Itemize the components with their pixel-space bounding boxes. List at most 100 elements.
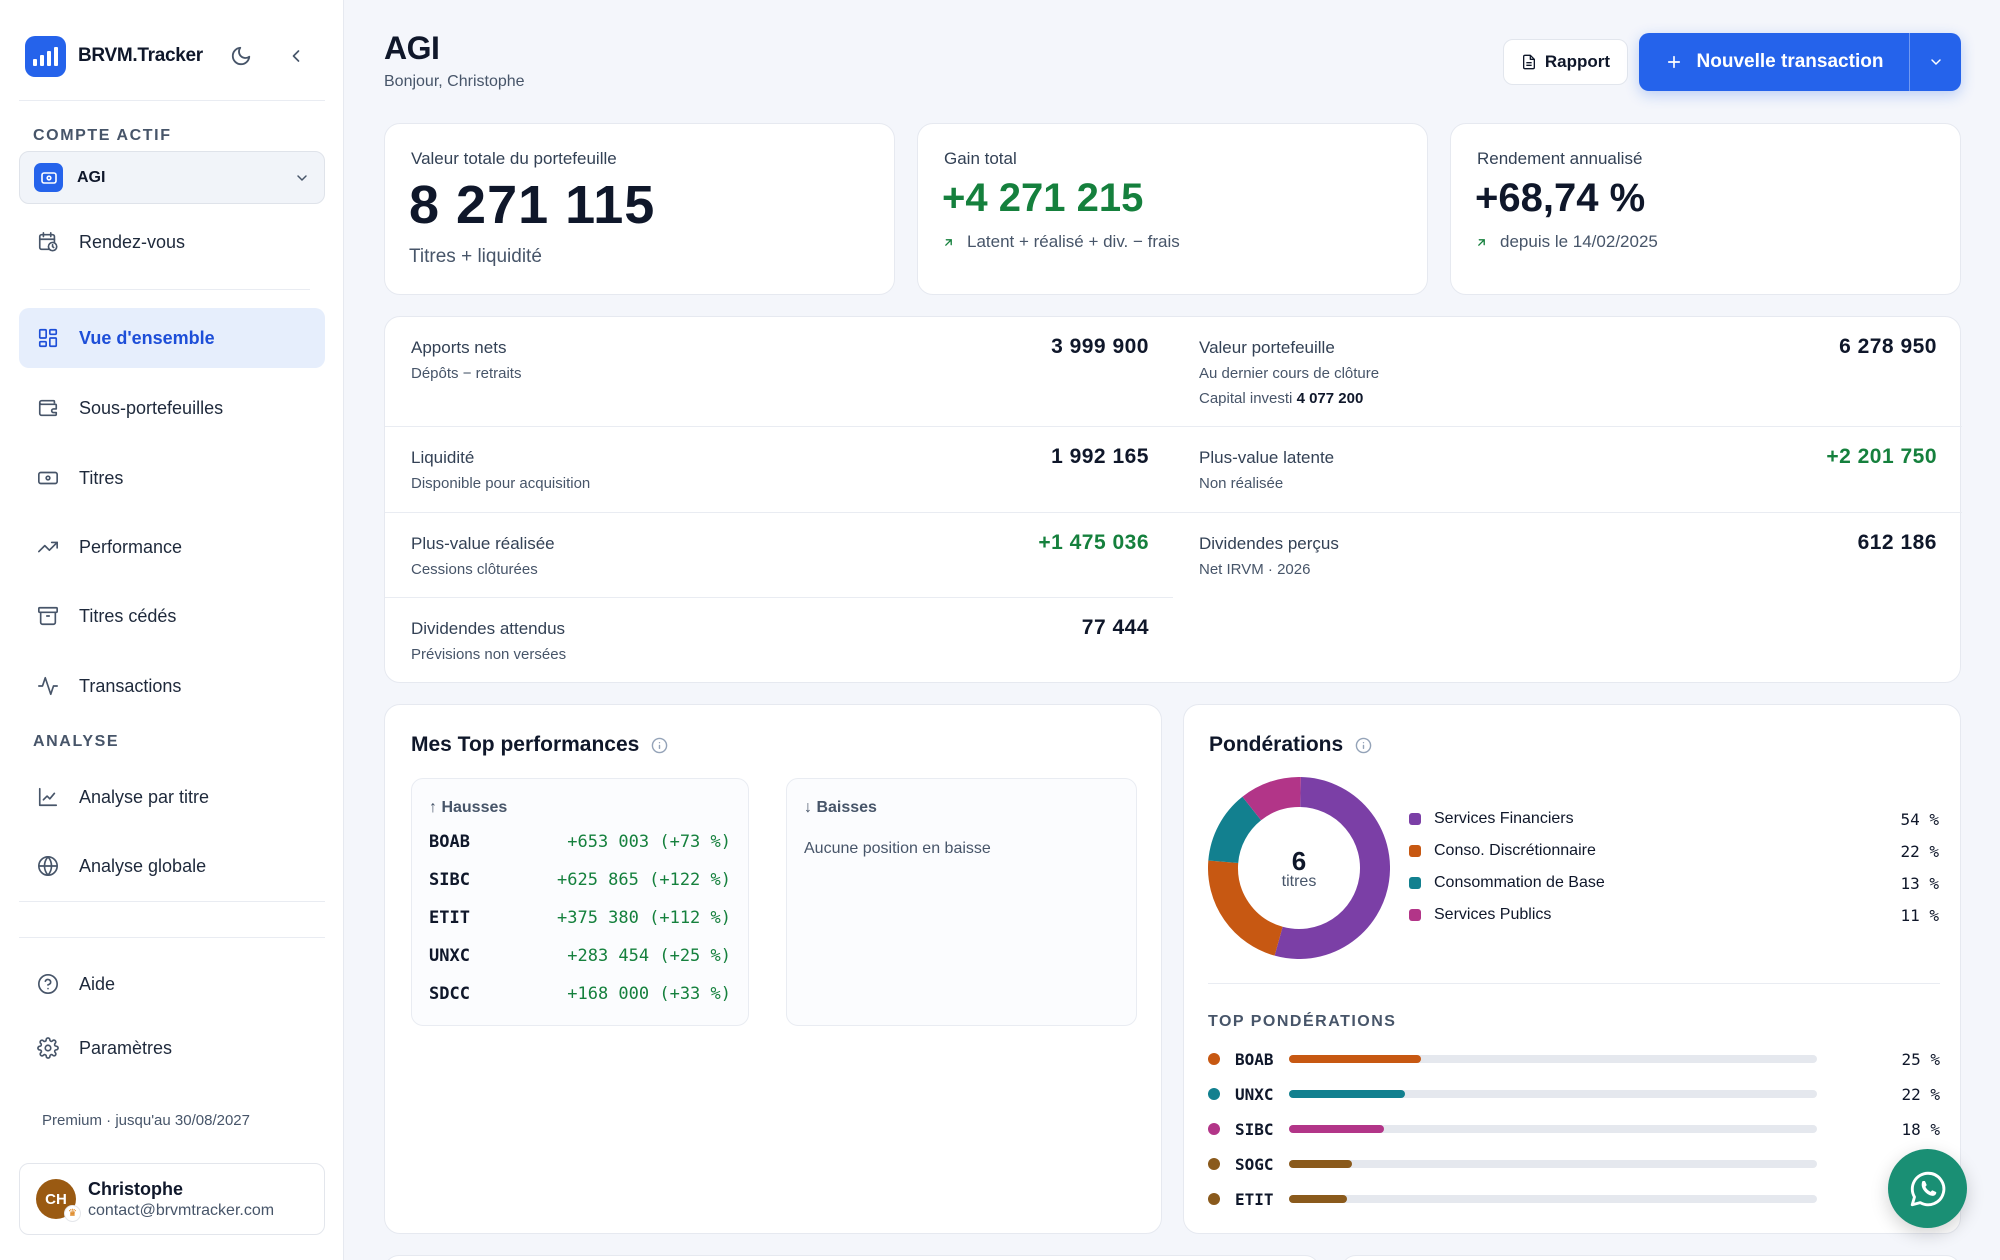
brand[interactable]: BRVM.Tracker xyxy=(25,35,203,77)
legend-pct: 22 % xyxy=(1900,841,1939,861)
whatsapp-chat-button[interactable] xyxy=(1888,1149,1967,1228)
donut-center-value: 6 xyxy=(1291,846,1307,876)
donut-slice-1[interactable] xyxy=(1274,777,1390,959)
kpi-sub: Titres + liquidité xyxy=(409,246,542,267)
weighting-ticker: ETIT xyxy=(1235,1189,1274,1209)
panel-title-text: Pondérations xyxy=(1209,733,1344,756)
nav-label: Sous-portefeuilles xyxy=(79,397,224,418)
metric-sub: Dépôts − retraits xyxy=(411,365,522,382)
divider xyxy=(19,100,325,101)
info-icon[interactable] xyxy=(1355,737,1372,754)
next-card-peek xyxy=(1341,1255,1961,1260)
gain-value: +168 000 (+33 %) xyxy=(567,984,731,1004)
report-button[interactable]: Rapport xyxy=(1503,39,1628,85)
gear-icon xyxy=(37,1037,59,1059)
archive-icon xyxy=(38,606,58,626)
donut-slice-3[interactable] xyxy=(1208,796,1262,864)
metric-sub: Net IRVM · 2026 xyxy=(1199,561,1311,578)
legend-item: Consommation de Base 13 % xyxy=(1409,872,1939,894)
nav-overview[interactable]: Vue d'ensemble xyxy=(19,308,325,368)
weighting-dot xyxy=(1208,1158,1220,1170)
nav-analysis-by-security[interactable]: Analyse par titre xyxy=(19,767,325,827)
nav-sub-portfolios[interactable]: Sous-portefeuilles xyxy=(19,378,325,438)
gain-value: +375 380 (+112 %) xyxy=(557,908,731,928)
metric-label: Dividendes perçus xyxy=(1199,534,1339,553)
weighting-row: ETIT xyxy=(1208,1188,1940,1210)
weightings-card: Pondérations 6 titres Services Financier… xyxy=(1183,704,1961,1234)
collapse-sidebar-chevron-left-icon[interactable] xyxy=(280,40,312,72)
weighting-bar-fill xyxy=(1289,1125,1385,1133)
theme-toggle-moon-icon[interactable] xyxy=(225,40,257,72)
avatar: CH ♛ xyxy=(36,1179,81,1222)
whatsapp-icon xyxy=(1910,1171,1945,1206)
info-icon[interactable] xyxy=(651,737,668,754)
weighting-dot xyxy=(1208,1088,1220,1100)
grid-icon xyxy=(38,328,58,348)
donut-slice-2[interactable] xyxy=(1208,860,1284,956)
nav-securities[interactable]: Titres xyxy=(19,448,325,508)
metric-unrealized-gain: Plus-value latente Non réalisée +2 201 7… xyxy=(1173,427,1961,512)
user-profile-card[interactable]: CH ♛ Christophe contact@brvmtracker.com xyxy=(19,1163,325,1235)
losses-empty-message: Aucune position en baisse xyxy=(804,840,991,857)
nav-label: Performance xyxy=(79,536,183,557)
weighting-bar-fill xyxy=(1289,1090,1406,1098)
legend-pct: 54 % xyxy=(1900,809,1939,829)
weighting-dot xyxy=(1208,1053,1220,1065)
kpi-value: +4 271 215 xyxy=(942,176,1144,220)
weighting-bar-fill xyxy=(1289,1160,1353,1168)
divider xyxy=(19,901,325,902)
nav-sold-securities[interactable]: Titres cédés xyxy=(19,586,325,646)
legend-name: Consommation de Base xyxy=(1434,874,1605,891)
nav-help[interactable]: Aide xyxy=(19,954,325,1014)
weighting-row: SIBC 18 % xyxy=(1208,1118,1940,1140)
list-item[interactable]: BOAB +653 003 (+73 %) xyxy=(429,832,731,856)
legend-item: Services Financiers 54 % xyxy=(1409,808,1939,830)
weighting-pct: 18 % xyxy=(1901,1119,1940,1139)
nav-label: Analyse par titre xyxy=(79,786,210,807)
panel-title-text: Mes Top performances xyxy=(411,733,640,756)
new-transaction-button[interactable]: Nouvelle transaction xyxy=(1639,33,1909,91)
nav-transactions[interactable]: Transactions xyxy=(19,656,325,716)
nav-label: Titres xyxy=(79,467,124,488)
ticker: BOAB xyxy=(429,832,470,852)
donut-center-label: titres xyxy=(1281,873,1317,890)
kpi-note-text: Latent + réalisé + div. − frais xyxy=(967,232,1180,251)
new-transaction-dropdown[interactable] xyxy=(1909,33,1961,91)
weighting-bar-fill xyxy=(1289,1195,1348,1203)
account-selector[interactable]: AGI xyxy=(19,151,325,204)
file-text-icon xyxy=(1522,54,1535,70)
sidebar: BRVM.Tracker COMPTE ACTIF AGI Rendez-vou… xyxy=(0,0,344,1260)
list-item[interactable]: UNXC +283 454 (+25 %) xyxy=(429,946,731,970)
divider xyxy=(385,512,1962,513)
next-card-peek xyxy=(384,1255,1320,1260)
weighting-ticker: BOAB xyxy=(1235,1049,1274,1069)
list-item[interactable]: SDCC +168 000 (+33 %) xyxy=(429,984,731,1008)
nav-performance[interactable]: Performance xyxy=(19,517,325,577)
kpi-card-total-gain: Gain total +4 271 215 Latent + réalisé +… xyxy=(917,123,1428,295)
metric-label: Valeur portefeuille xyxy=(1199,338,1335,357)
panel-title: Mes Top performances xyxy=(411,733,668,757)
ticker: UNXC xyxy=(429,946,470,966)
list-item[interactable]: ETIT +375 380 (+112 %) xyxy=(429,908,731,932)
weighting-pct: 25 % xyxy=(1901,1049,1940,1069)
list-item[interactable]: SIBC +625 865 (+122 %) xyxy=(429,870,731,894)
legend-pct: 13 % xyxy=(1900,873,1939,893)
weighting-bar-track xyxy=(1289,1195,1817,1203)
nav-label: Vue d'ensemble xyxy=(79,327,215,348)
divider xyxy=(385,426,1962,427)
divider xyxy=(1208,983,1940,984)
invested-label: Capital investi xyxy=(1199,390,1293,407)
nav-label: Paramètres xyxy=(79,1037,173,1058)
weighting-row: UNXC 22 % xyxy=(1208,1083,1940,1105)
weighting-ticker: SOGC xyxy=(1235,1154,1274,1174)
nav-global-analysis[interactable]: Analyse globale xyxy=(19,836,325,896)
account-section-label: COMPTE ACTIF xyxy=(33,127,172,144)
metric-value: +2 201 750 xyxy=(1826,445,1937,468)
nav-rendezvous[interactable]: Rendez-vous xyxy=(19,212,325,272)
metric-value: +1 475 036 xyxy=(1038,531,1149,554)
nav-settings[interactable]: Paramètres xyxy=(19,1018,325,1078)
portfolio-metrics-card: Apports nets Dépôts − retraits 3 999 900… xyxy=(384,316,1962,683)
kpi-value: +68,74 % xyxy=(1475,176,1646,220)
donut-slice-4[interactable] xyxy=(1242,777,1301,821)
weighting-bar-track xyxy=(1289,1055,1817,1063)
